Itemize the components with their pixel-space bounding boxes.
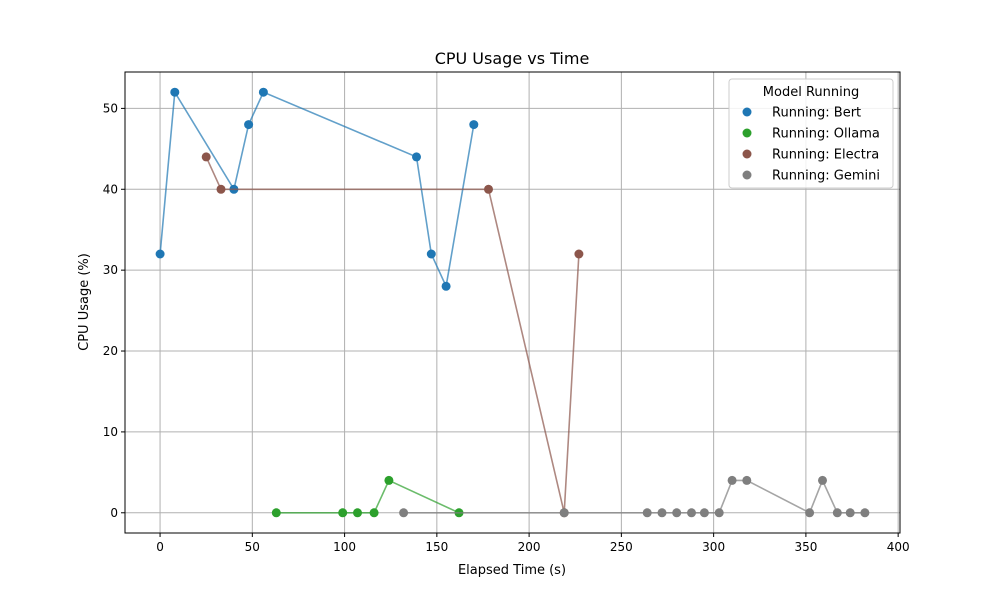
legend-item-running-bert: Running: Bert	[742, 106, 861, 121]
data-point-running-bert	[426, 249, 436, 259]
x-tick-label: 250	[610, 540, 633, 554]
x-tick-label: 150	[425, 540, 448, 554]
data-point-running-electra	[216, 184, 226, 194]
data-point-running-gemini	[687, 508, 696, 518]
legend-marker	[742, 170, 752, 180]
data-point-running-gemini	[832, 508, 842, 518]
data-point-running-gemini	[399, 508, 409, 518]
series-running-gemini	[399, 475, 870, 518]
data-point-running-gemini	[845, 508, 855, 518]
data-point-running-ollama	[338, 508, 348, 518]
data-point-running-gemini	[642, 508, 652, 518]
data-point-running-gemini	[860, 508, 870, 518]
legend-items: Running: Bert Running: Ollama Running: Ele…	[742, 106, 880, 184]
data-point-running-ollama	[353, 508, 362, 518]
y-tick-label: 30	[103, 263, 118, 277]
y-tick-label: 20	[103, 344, 118, 358]
legend-marker	[742, 107, 752, 117]
data-point-running-bert	[469, 120, 479, 130]
legend-label: Running: Bert	[772, 106, 861, 121]
legend-item-running-ollama: Running: Ollama	[742, 127, 880, 142]
legend-label: Running: Gemini	[772, 169, 880, 184]
axis-ticks: 0 50 100 150 200 250 300 350 400 0 10 20 30 40 50	[103, 101, 910, 554]
data-point-running-electra	[201, 152, 211, 162]
data-point-running-ollama	[271, 508, 281, 518]
data-point-running-electra	[484, 184, 493, 194]
legend-box	[728, 78, 894, 189]
data-point-running-bert	[170, 87, 180, 97]
legend-label: Running: Electra	[772, 148, 879, 163]
y-tick-label: 50	[103, 101, 118, 115]
legend-title: Model Running	[763, 85, 859, 100]
data-point-running-bert	[244, 120, 254, 130]
x-tick-label: 350	[794, 540, 817, 554]
x-tick-label: 300	[702, 540, 725, 554]
legend-marker	[742, 149, 752, 159]
data-point-running-gemini	[714, 508, 724, 518]
data-point-running-gemini	[699, 508, 709, 518]
data-point-running-gemini	[672, 508, 682, 518]
data-point-running-bert	[412, 152, 421, 162]
data-point-running-ollama	[384, 475, 394, 485]
x-tick-label: 200	[518, 540, 541, 554]
legend-label: Running: Ollama	[772, 127, 880, 142]
data-point-running-gemini	[559, 508, 569, 518]
x-tick-label: 100	[333, 540, 356, 554]
series-running-bert	[155, 87, 479, 291]
data-point-running-gemini	[657, 508, 667, 518]
data-point-running-bert	[258, 87, 268, 97]
data-point-running-electra	[574, 249, 584, 259]
y-tick-label: 40	[103, 182, 118, 196]
data-point-running-gemini	[805, 508, 815, 518]
x-tick-label: 400	[887, 540, 910, 554]
y-axis-label: CPU Usage (%)	[77, 253, 92, 351]
series-running-ollama	[271, 475, 464, 518]
data-point-running-bert	[441, 281, 451, 291]
legend-item-running-electra: Running: Electra	[742, 148, 879, 163]
x-axis-label: Elapsed Time (s)	[458, 563, 566, 578]
legend-item-running-gemini: Running: Gemini	[742, 169, 880, 184]
plot-frame	[124, 71, 901, 534]
data-point-running-gemini	[742, 475, 752, 485]
series-line-running-ollama	[276, 479, 460, 514]
x-tick-label: 0	[156, 540, 164, 554]
chart-title: CPU Usage vs Time	[435, 49, 590, 68]
data-point-running-gemini	[818, 475, 827, 485]
data-point-running-ollama	[369, 508, 379, 518]
y-tick-label: 10	[103, 425, 118, 439]
data-point-running-bert	[155, 249, 165, 259]
series-group	[155, 87, 870, 518]
x-tick-label: 50	[245, 540, 260, 554]
legend: Model Running Running: Bert Running: Olla…	[728, 78, 894, 189]
data-point-running-gemini	[727, 475, 737, 485]
y-tick-label: 0	[110, 506, 118, 520]
legend-marker	[742, 128, 752, 138]
